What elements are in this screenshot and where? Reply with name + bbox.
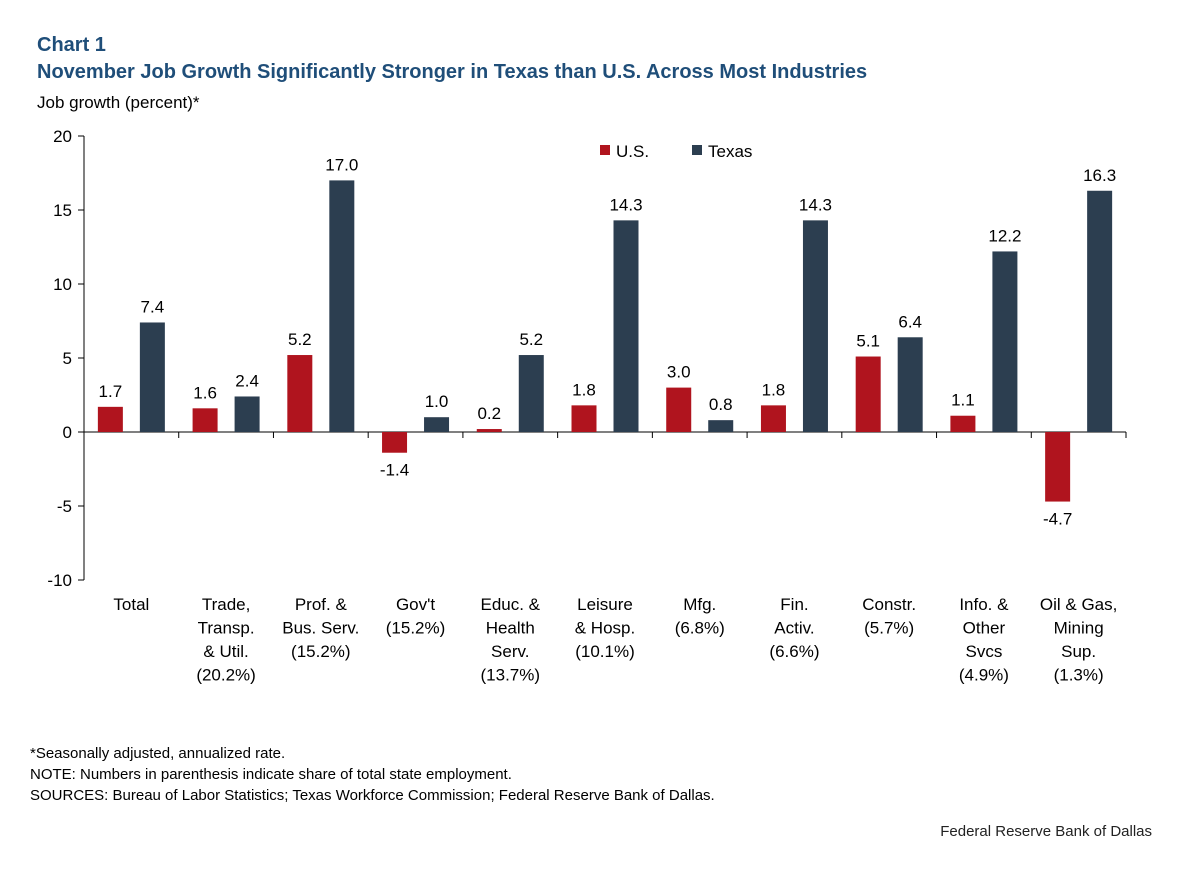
y-tick-label: 5 <box>63 349 72 368</box>
data-label-us: -1.4 <box>380 461 409 480</box>
category-label: Prof. & Bus. Serv. (15.2%) <box>282 595 359 661</box>
data-label-texas: 5.2 <box>519 330 543 349</box>
bar-us <box>760 405 786 432</box>
category-label: Trade, Transp. & Util. (20.2%) <box>196 595 256 685</box>
data-label-texas: 17.0 <box>325 155 358 174</box>
chart-title: November Job Growth Significantly Strong… <box>37 61 868 83</box>
y-tick-label: 20 <box>53 127 72 146</box>
chart-number-label: Chart 1 <box>37 34 106 56</box>
bar-texas <box>424 417 450 432</box>
footnote-seasonal: *Seasonally adjusted, annualized rate. <box>30 745 286 762</box>
bar-us <box>1045 432 1071 502</box>
bar-texas <box>708 420 734 432</box>
bar-us <box>950 415 976 432</box>
data-label-us: 1.8 <box>572 380 596 399</box>
bar-us <box>287 355 313 432</box>
y-tick-label: 0 <box>63 423 72 442</box>
footnotes: *Seasonally adjusted, annualized rate. N… <box>30 743 715 806</box>
footnote-sources: SOURCES: Bureau of Labor Statistics; Tex… <box>30 787 715 804</box>
data-label-texas: 1.0 <box>425 392 449 411</box>
bar-us <box>382 432 408 453</box>
category-label: Total <box>113 595 149 614</box>
data-label-texas: 2.4 <box>235 371 259 390</box>
bar-texas <box>518 355 544 432</box>
category-label: Mfg. (6.8%) <box>675 595 725 638</box>
data-label-us: 0.2 <box>477 404 501 423</box>
legend-swatch <box>600 145 610 155</box>
y-tick-label: -10 <box>47 571 72 590</box>
legend-item-us: U.S. <box>616 142 649 161</box>
y-axis-label: Job growth (percent)* <box>37 93 200 112</box>
bar-texas <box>802 220 828 432</box>
bar-texas <box>992 251 1018 432</box>
data-label-texas: 7.4 <box>141 297 165 316</box>
data-label-texas: 6.4 <box>898 312 922 331</box>
y-tick-label: 15 <box>53 201 72 220</box>
data-label-texas: 14.3 <box>799 195 832 214</box>
data-label-us: 3.0 <box>667 363 691 382</box>
y-tick-label: -5 <box>57 497 72 516</box>
category-label: Constr. (5.7%) <box>862 595 916 638</box>
bar-texas <box>613 220 639 432</box>
credit-line: Federal Reserve Bank of Dallas <box>940 823 1152 840</box>
bar-texas <box>139 322 165 432</box>
bar-us <box>192 408 218 432</box>
y-tick-label: 10 <box>53 275 72 294</box>
bar-us <box>571 405 597 432</box>
bar-us <box>97 406 123 432</box>
bar-us <box>855 356 881 432</box>
data-label-us: 1.8 <box>762 380 786 399</box>
category-label: Fin. Activ. (6.6%) <box>769 595 819 661</box>
data-label-us: 1.6 <box>193 383 217 402</box>
data-label-texas: 16.3 <box>1083 166 1116 185</box>
data-label-us: 5.1 <box>856 332 880 351</box>
bar-texas <box>897 337 923 432</box>
category-label: Leisure & Hosp. (10.1%) <box>575 595 635 661</box>
category-label: Gov't (15.2%) <box>386 595 446 638</box>
legend-swatch <box>692 145 702 155</box>
bar-texas <box>329 180 355 432</box>
data-label-us: -4.7 <box>1043 510 1072 529</box>
footnote-note: NOTE: Numbers in parenthesis indicate sh… <box>30 766 512 783</box>
category-label: Oil & Gas, Mining Sup. (1.3%) <box>1040 595 1117 685</box>
data-label-texas: 14.3 <box>609 195 642 214</box>
data-label-us: 1.7 <box>99 382 123 401</box>
bar-texas <box>1087 190 1113 432</box>
bar-us <box>476 429 502 432</box>
category-label: Educ. & Health Serv. (13.7%) <box>480 595 540 685</box>
bar-texas <box>234 396 260 432</box>
category-label: Info. & Other Svcs (4.9%) <box>959 595 1009 685</box>
legend-item-texas: Texas <box>708 142 752 161</box>
data-label-texas: 0.8 <box>709 395 733 414</box>
bar-us <box>666 387 692 432</box>
data-label-us: 5.2 <box>288 330 312 349</box>
data-label-texas: 12.2 <box>988 226 1021 245</box>
data-label-us: 1.1 <box>951 391 975 410</box>
